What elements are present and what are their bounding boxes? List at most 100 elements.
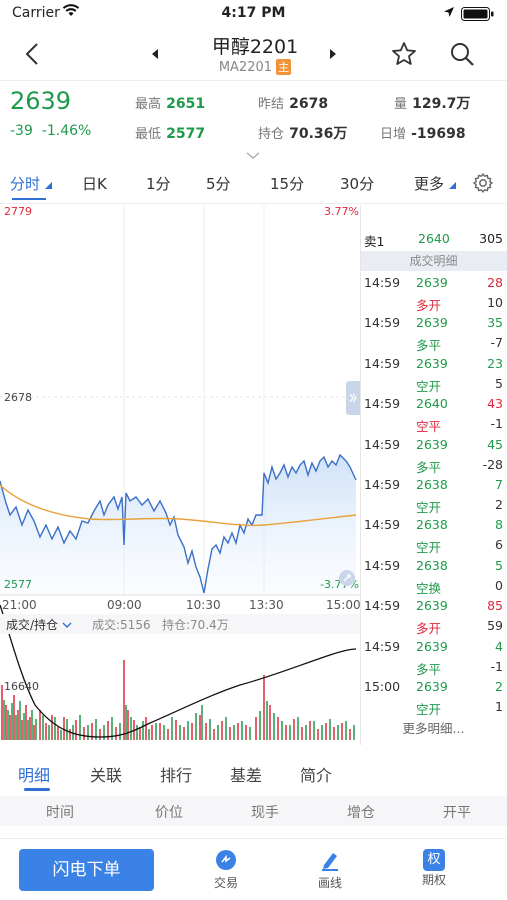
quote-panel: 2639 -39 -1.46% 最高 2651 最低 2577 昨结 2678 … <box>0 80 507 159</box>
trade-price: 2639 <box>416 355 448 371</box>
search-button[interactable] <box>444 36 480 72</box>
trade-qty: 2 <box>495 679 503 694</box>
trade-qty: 4 <box>495 638 503 654</box>
column-volume: 现手 <box>251 805 279 821</box>
volume-axis-label: 16640 <box>4 680 39 693</box>
tab-30min[interactable]: 30分 <box>340 175 375 193</box>
high-field: 最高 2651 <box>135 93 205 112</box>
column-time: 时间 <box>46 805 74 821</box>
trade-oi-change: 1 <box>495 699 503 714</box>
trade-price: 2639 <box>416 598 448 614</box>
trade-type: 空开 <box>416 540 442 556</box>
star-icon <box>392 42 416 65</box>
volume-label: 量 <box>394 97 408 112</box>
open-interest-readout: 持仓:70.4万 <box>162 618 229 632</box>
chart-zoom-button[interactable] <box>339 570 355 586</box>
draw-line-label: 画线 <box>317 876 342 890</box>
nav-bar: 甲醇2201 MA2201 主 <box>0 28 507 80</box>
active-tab-indicator <box>12 198 46 200</box>
draw-line-button[interactable]: 画线 <box>302 849 358 891</box>
ask-label: 卖1 <box>364 234 385 249</box>
gear-icon <box>473 173 493 193</box>
prev-contract-button[interactable] <box>150 45 160 64</box>
tab-ranking[interactable]: 排行 <box>160 766 193 785</box>
favorite-button[interactable] <box>386 36 422 72</box>
trade-icon <box>216 850 236 870</box>
low-label: 最低 <box>135 127 162 142</box>
trade-row: 14:59 2639 28 多开 10 <box>360 271 507 313</box>
price-line <box>0 453 357 594</box>
tab-more[interactable]: 更多 <box>414 173 456 194</box>
volume-indicator-label: 成交/持仓 <box>6 618 59 632</box>
chart-drawer-handle[interactable] <box>346 381 360 415</box>
trade-qty: 7 <box>495 477 503 492</box>
ask-row: 卖1 2640 305 <box>360 231 507 251</box>
trade-row: 14:59 2638 7 空开 2 <box>360 473 507 515</box>
tab-intro[interactable]: 简介 <box>300 766 333 785</box>
chart-top-price: 2779 <box>4 205 32 218</box>
trade-type: 空开 <box>416 702 442 717</box>
timeshare-chart[interactable] <box>0 205 360 745</box>
trade-type: 多开 <box>416 621 442 637</box>
more-detail-link[interactable]: 更多明细... <box>402 721 465 736</box>
expand-quote-button[interactable] <box>246 145 260 164</box>
tab-basis[interactable]: 基差 <box>230 766 263 785</box>
trade-detail-header: 成交明细 <box>360 251 507 271</box>
trade-qty: 5 <box>495 557 503 573</box>
triangle-right-icon <box>330 49 336 59</box>
high-value: 2651 <box>166 96 206 112</box>
flash-order-button[interactable]: 闪电下单 <box>19 849 154 891</box>
daily-add-value: -19698 <box>411 126 466 142</box>
trade-time: 14:59 <box>364 557 401 573</box>
trade-type: 空换 <box>416 580 442 596</box>
period-tabs: 分时 日K 1分 5分 15分 30分 更多 <box>0 164 507 204</box>
trade-oi-change: 59 <box>487 618 503 634</box>
status-bar: Carrier 4:17 PM <box>0 0 507 28</box>
daily-add-label: 日增 <box>380 127 407 142</box>
tab-daily-k[interactable]: 日K <box>82 175 107 193</box>
price-area-fill <box>0 455 356 595</box>
prev-settle-label: 昨结 <box>258 97 285 112</box>
column-open-close: 开平 <box>443 805 471 821</box>
low-field: 最低 2577 <box>135 123 205 142</box>
trade-row: 14:59 2639 4 多平 -1 <box>360 635 507 677</box>
double-chevron-right-icon <box>349 393 357 403</box>
volume-value: 129.7万 <box>412 96 471 112</box>
trade-price: 2639 <box>416 436 448 452</box>
back-button[interactable] <box>14 36 50 72</box>
options-button[interactable]: 权 期权 <box>406 849 462 888</box>
trade-oi-change: -28 <box>482 456 503 472</box>
trade-type: 多平 <box>416 459 442 475</box>
triangle-left-icon <box>152 49 158 59</box>
tab-related[interactable]: 关联 <box>90 766 123 785</box>
trade-row: 14:59 2638 5 空换 0 <box>360 554 507 596</box>
trade-time: 14:59 <box>364 396 401 412</box>
contract-title: 甲醇2201 <box>211 36 299 58</box>
time-label: 21:00 <box>2 598 37 612</box>
tab-detail[interactable]: 明细 <box>18 766 51 785</box>
tab-5min[interactable]: 5分 <box>206 175 231 193</box>
trade-qty: 28 <box>487 275 503 290</box>
time-label: 09:00 <box>107 598 142 612</box>
chart-settings-button[interactable] <box>472 172 494 198</box>
trade-time: 15:00 <box>364 679 401 694</box>
tab-timeshare[interactable]: 分时 <box>10 173 52 194</box>
trade-oi-change: 5 <box>495 375 503 391</box>
daily-add-field: 日增 -19698 <box>380 123 466 142</box>
location-icon <box>443 6 455 22</box>
volume-header: 成交/持仓 成交:5156 持仓:70.4万 <box>0 614 360 634</box>
trade-type: 多开 <box>416 298 442 313</box>
trade-row: 14:59 2639 23 空开 5 <box>360 352 507 394</box>
trade-button[interactable]: 交易 <box>198 849 254 891</box>
open-interest-value: 70.36万 <box>289 126 348 142</box>
volume-indicator-selector[interactable]: 成交/持仓 <box>6 616 72 633</box>
chevron-down-icon <box>62 622 72 628</box>
change-pct: -1.46% <box>41 123 92 139</box>
next-contract-button[interactable] <box>328 45 338 64</box>
high-label: 最高 <box>135 97 162 112</box>
tab-1min[interactable]: 1分 <box>146 175 171 193</box>
trade-qty: 85 <box>487 598 503 614</box>
trade-row: 14:59 2639 35 多平 -7 <box>360 311 507 353</box>
tab-15min[interactable]: 15分 <box>270 175 305 193</box>
trade-row: 15:00 2639 2 空开 1 <box>360 675 507 717</box>
